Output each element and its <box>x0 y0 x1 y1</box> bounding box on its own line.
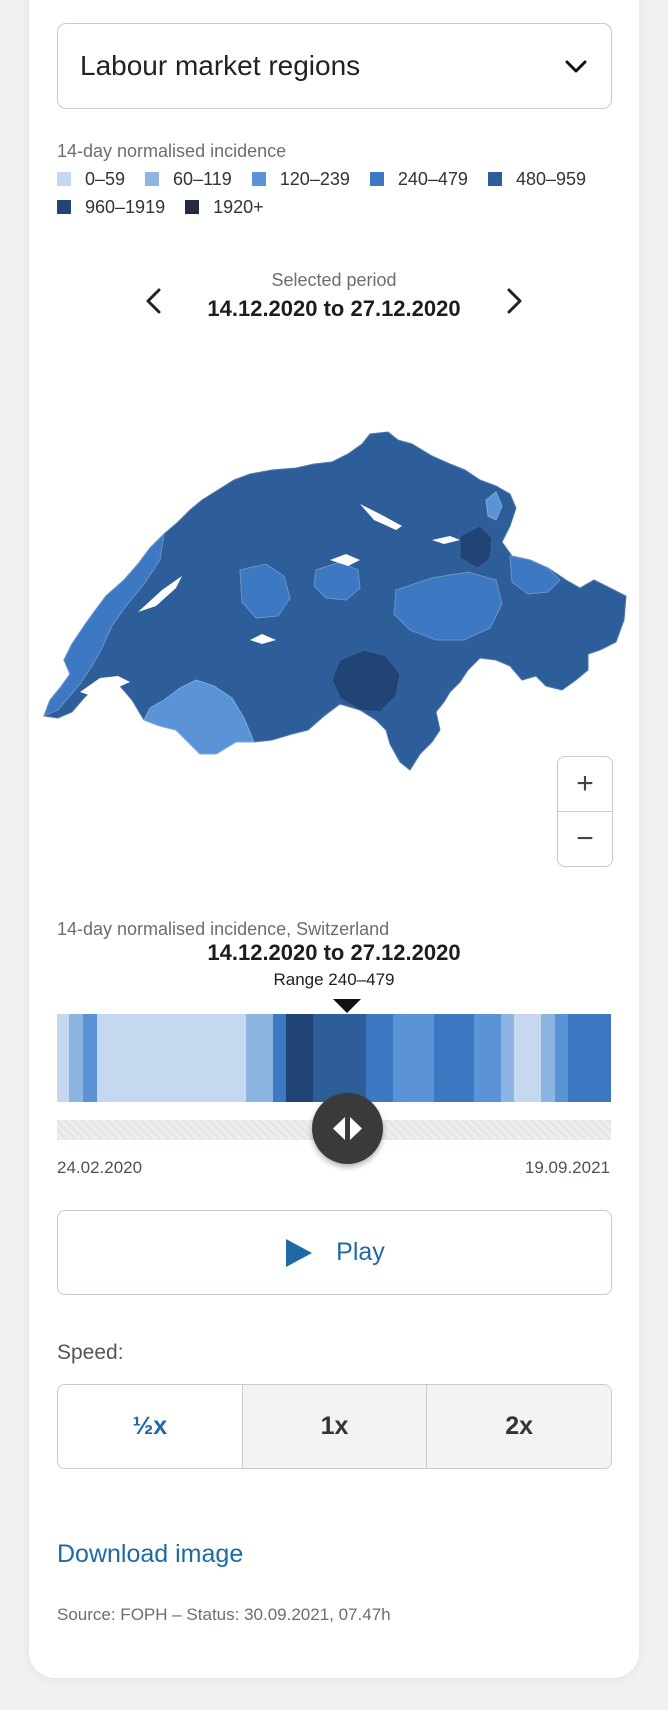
timeline-start-date: 24.02.2020 <box>57 1158 143 1177</box>
selected-period-value: 14.12.2020 to 27.12.2020 <box>207 296 461 321</box>
timeline-segment[interactable] <box>473 1014 501 1102</box>
legend-item: 1920+ <box>185 197 264 217</box>
map-region-graubuenden-west[interactable] <box>393 571 503 641</box>
legend-label: 60–119 <box>173 168 232 189</box>
timeline-segment[interactable] <box>554 1014 568 1102</box>
legend-label: 480–959 <box>515 168 587 189</box>
legend-label: 1920+ <box>213 196 264 217</box>
timeline-segment[interactable] <box>365 1014 393 1102</box>
timeline-title: 14-day normalised incidence, Switzerland <box>57 919 390 939</box>
speed-half-button[interactable]: ½x <box>58 1385 242 1468</box>
region-type-dropdown[interactable]: Labour market regions <box>57 23 612 109</box>
speed-selector: ½x 1x 2x <box>57 1384 612 1469</box>
zoom-out-button[interactable]: − <box>558 811 612 865</box>
play-button[interactable]: Play <box>57 1210 612 1295</box>
map-region-jura[interactable] <box>43 532 165 717</box>
timeline-segment[interactable] <box>57 1014 69 1102</box>
play-label: Play <box>336 1238 385 1266</box>
map-region-appenzell[interactable] <box>485 491 503 521</box>
timeline-segment[interactable] <box>433 1014 474 1102</box>
legend-swatch <box>57 172 71 186</box>
zoom-in-button[interactable]: + <box>576 767 594 800</box>
chevron-right-icon[interactable] <box>500 285 528 317</box>
map-region-engadin[interactable] <box>509 555 561 595</box>
timeline-range: Range 240–479 <box>273 970 395 989</box>
speed-2x-button[interactable]: 2x <box>426 1385 611 1468</box>
map-region-fribourg[interactable] <box>239 563 291 619</box>
timeline-segment[interactable] <box>567 1014 611 1102</box>
lake-neuchatel <box>138 576 182 612</box>
speed-1x-button[interactable]: 1x <box>241 1385 427 1468</box>
map-region-sg-high[interactable] <box>459 525 493 569</box>
timeline-pointer-icon <box>333 999 361 1013</box>
lakes <box>80 504 460 696</box>
legend-title: 14-day normalised incidence <box>57 141 287 161</box>
timeline-segment[interactable] <box>69 1014 83 1102</box>
legend-label: 240–479 <box>397 168 468 189</box>
timeline-segment[interactable] <box>540 1014 555 1102</box>
legend-label: 0–59 <box>85 168 126 189</box>
legend-item: 60–119 <box>145 169 232 189</box>
speed-label: Speed: <box>57 1341 124 1364</box>
timeline-period: 14.12.2020 to 27.12.2020 <box>207 940 461 965</box>
legend-swatch <box>369 172 384 186</box>
lake-walensee <box>432 536 460 544</box>
timeline-segment[interactable] <box>246 1014 273 1102</box>
map-region-ticino-high[interactable] <box>331 649 401 713</box>
chevron-left-icon[interactable] <box>140 285 168 317</box>
switzerland-map[interactable] <box>40 430 630 820</box>
timeline-segment[interactable] <box>392 1014 434 1102</box>
legend-label: 120–239 <box>279 168 350 189</box>
map-region-main[interactable] <box>43 431 627 771</box>
selected-period-label: Selected period <box>271 270 397 290</box>
legend-swatch <box>251 172 266 186</box>
chevron-down-icon <box>565 60 587 73</box>
timeline-segment[interactable] <box>312 1014 366 1102</box>
timeline-segment[interactable] <box>273 1014 286 1102</box>
lake-geneva <box>80 676 130 696</box>
source-text: Source: FOPH – Status: 30.09.2021, 07.47… <box>57 1605 391 1624</box>
legend-item: 960–1919 <box>57 197 165 217</box>
legend-label: 960–1919 <box>85 196 166 217</box>
lake-thun-brienz <box>250 634 276 644</box>
timeline-end-date: 19.09.2021 <box>524 1158 610 1177</box>
legend-item: 0–59 <box>57 169 125 189</box>
timeline-segment[interactable] <box>83 1014 97 1102</box>
legend-item: 120–239 <box>251 168 350 189</box>
legend-swatch <box>185 200 200 214</box>
zoom-control: + − <box>557 756 613 867</box>
dropdown-value: Labour market regions <box>80 50 361 81</box>
legend: 0–59 60–119 120–239 240–479 480–959 960–1919 1… <box>57 169 617 217</box>
legend-swatch <box>57 200 71 214</box>
download-image-link[interactable]: Download image <box>57 1540 244 1568</box>
map-region-geneva-valais[interactable] <box>143 679 255 755</box>
timeline-segment[interactable] <box>500 1014 514 1102</box>
legend-item: 240–479 <box>369 168 468 189</box>
legend-swatch <box>145 172 160 186</box>
timeline-segment[interactable] <box>97 1014 246 1102</box>
legend-item: 480–959 <box>487 168 587 189</box>
legend-swatch <box>487 172 502 186</box>
timeline-bar[interactable] <box>57 1014 611 1102</box>
timeline-segment[interactable] <box>513 1014 541 1102</box>
lake-zurich <box>360 504 402 530</box>
lake-lucerne <box>330 554 360 566</box>
timeline-slider-handle[interactable] <box>312 1093 383 1164</box>
timeline-segment[interactable] <box>285 1014 313 1102</box>
drag-arrows-icon <box>333 1117 362 1140</box>
play-icon <box>286 1238 313 1267</box>
